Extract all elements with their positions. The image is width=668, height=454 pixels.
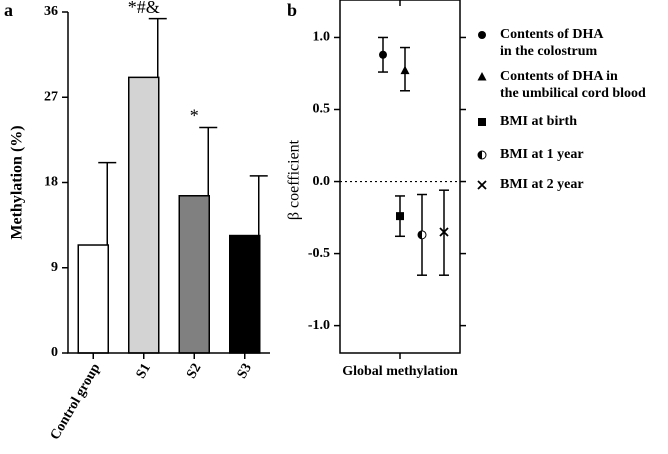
y-axis-title: β coefficient [286,139,303,220]
legend-label: Contents of DHA in the umbilical cord bl… [500,69,646,101]
legend-marker [478,118,486,126]
y-tick-label: 0.0 [313,174,331,189]
axes [67,12,270,354]
y-tick-label: 0 [51,345,58,360]
x-tick-label: Global methylation [342,364,458,379]
x-tick-label: S3 [235,361,255,381]
y-tick-label: -0.5 [308,246,330,261]
marker [379,50,387,59]
y-tick-label: 27 [44,89,58,104]
annotation: *#& [128,0,160,17]
panel-label: a [4,0,13,20]
x-tick-label: Control group [48,361,104,443]
x-tick-label: S1 [134,361,154,381]
y-tick-label: -1.0 [308,318,330,333]
annotation: * [190,106,199,126]
marker [400,65,410,75]
bar [178,195,210,354]
bar [77,244,109,354]
marker [439,227,449,237]
legend-label: BMI at 2 year [500,177,584,192]
legend-label: Contents of DHA in the colostrum [500,27,604,59]
legend-label: BMI at 1 year [500,147,584,162]
y-tick-label: 9 [51,260,58,275]
y-tick-label: 1.0 [313,30,331,45]
marker-half [478,151,482,159]
y-axis-title: Methylation (%) [9,125,26,239]
x-tick-label: S2 [184,361,204,381]
legend-label: BMI at birth [500,114,577,129]
y-tick-label: 18 [44,175,58,190]
bar [229,234,261,354]
y-tick-label: 36 [44,4,58,19]
legend-marker [477,72,487,81]
y-tick-label: 0.5 [313,102,331,117]
bar [128,76,160,354]
marker-half [418,230,422,239]
panel-label: b [287,0,297,20]
legend-marker [478,31,486,39]
frame [339,0,461,354]
legend-marker [477,180,487,190]
marker [396,212,404,221]
